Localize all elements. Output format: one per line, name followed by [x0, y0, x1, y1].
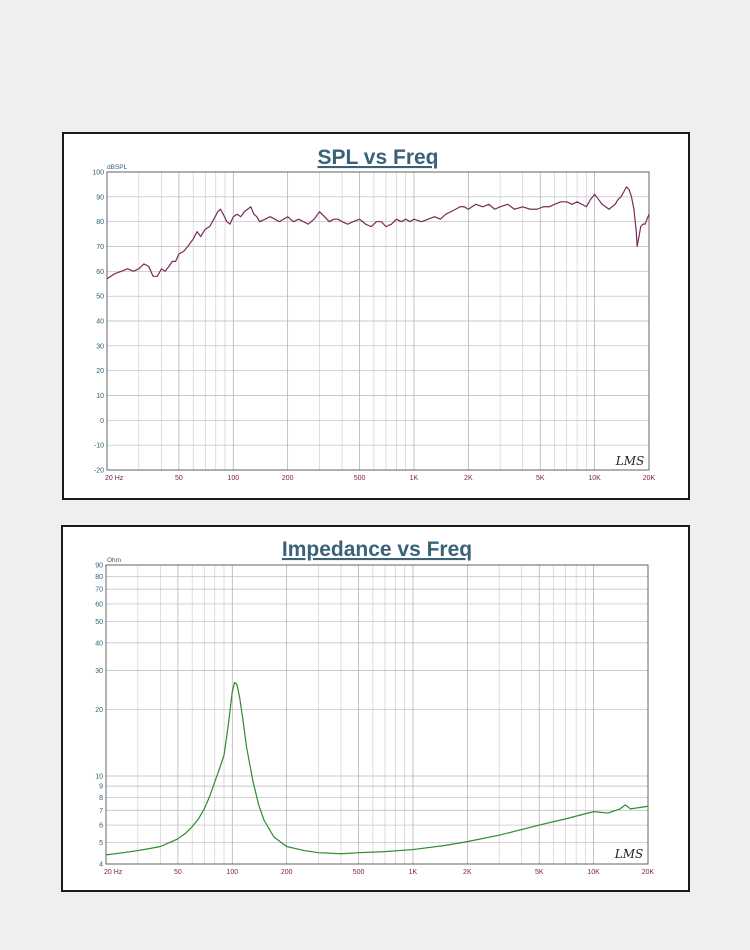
spl-chart: SPL vs Freq dBSPL -20 -10 0 10 20 30 40 50 60 70 8…: [92, 146, 656, 482]
y-tick-label: 0: [100, 418, 104, 425]
spl-y-axis-label: dBSPL: [107, 164, 128, 171]
y-tick-label: 40: [95, 640, 103, 647]
y-tick-label: 20: [95, 707, 103, 714]
y-tick-label: 6: [99, 823, 103, 830]
x-tick-label: 10K: [588, 475, 601, 482]
y-tick-label: 80: [96, 219, 104, 226]
series-line: [105, 681, 649, 856]
x-tick-label: 200: [282, 475, 294, 482]
x-tick-label: 1K: [409, 869, 418, 876]
x-tick-label: 20 Hz: [104, 869, 123, 876]
y-tick-label: 30: [96, 343, 104, 350]
grid: [107, 171, 649, 471]
y-tick-label: -20: [94, 468, 104, 475]
y-tick-label: 10: [96, 393, 104, 400]
x-tick-label: 200: [281, 869, 293, 876]
impedance-y-axis-label: Ohm: [107, 557, 121, 564]
y-tick-label: 80: [95, 574, 103, 581]
y-tick-label: 50: [95, 619, 103, 626]
plot-frame: [106, 171, 650, 471]
y-tick-label: 7: [99, 808, 103, 815]
impedance-chart: Impedance vs Freq Ohm 4 5 6 7 8 9 10 20 30 40 50 60…: [95, 538, 655, 876]
x-tick-label: 50: [174, 869, 182, 876]
x-tick-label: 100: [227, 475, 239, 482]
lms-logo: LMS: [615, 454, 644, 468]
y-tick-label: 9: [99, 784, 103, 791]
x-tick-label: 500: [353, 869, 365, 876]
lms-logo: LMS: [614, 847, 643, 861]
spl-chart-title: SPL vs Freq: [318, 146, 439, 169]
x-tick-label: 100: [226, 869, 238, 876]
plot-frame: [105, 564, 649, 865]
x-tick-label: 20K: [642, 869, 655, 876]
y-tick-label: 30: [95, 668, 103, 675]
y-tick-label: 90: [95, 563, 103, 570]
x-tick-label: 50: [175, 475, 183, 482]
spl-chart-panel: SPL vs Freq dBSPL -20 -10 0 10 20 30 40 50 60 70 8…: [62, 132, 690, 500]
x-tick-label: 2K: [463, 869, 472, 876]
y-tick-label: 10: [95, 774, 103, 781]
grid: [106, 564, 648, 865]
y-tick-label: -10: [94, 443, 104, 450]
y-tick-label: 60: [96, 269, 104, 276]
x-tick-label: 5K: [535, 869, 544, 876]
y-tick-label: 70: [96, 244, 104, 251]
y-tick-label: 100: [92, 170, 104, 177]
x-tick-label: 10K: [587, 869, 600, 876]
y-tick-label: 8: [99, 795, 103, 802]
series-line: [106, 186, 650, 280]
x-tick-label: 1K: [410, 475, 419, 482]
y-tick-label: 60: [95, 601, 103, 608]
x-tick-label: 20 Hz: [105, 475, 124, 482]
x-tick-label: 500: [354, 475, 366, 482]
y-tick-label: 4: [99, 862, 103, 869]
y-tick-label: 70: [95, 587, 103, 594]
y-tick-label: 40: [96, 319, 104, 326]
y-tick-label: 50: [96, 294, 104, 301]
y-tick-label: 5: [99, 840, 103, 847]
y-tick-label: 20: [96, 368, 104, 375]
y-tick-label: 90: [96, 194, 104, 201]
x-tick-label: 5K: [536, 475, 545, 482]
x-tick-label: 2K: [464, 475, 473, 482]
x-tick-label: 20K: [643, 475, 656, 482]
impedance-chart-panel: Impedance vs Freq Ohm 4 5 6 7 8 9 10 20 30 40 50 60…: [61, 525, 690, 892]
impedance-chart-title: Impedance vs Freq: [282, 538, 472, 561]
